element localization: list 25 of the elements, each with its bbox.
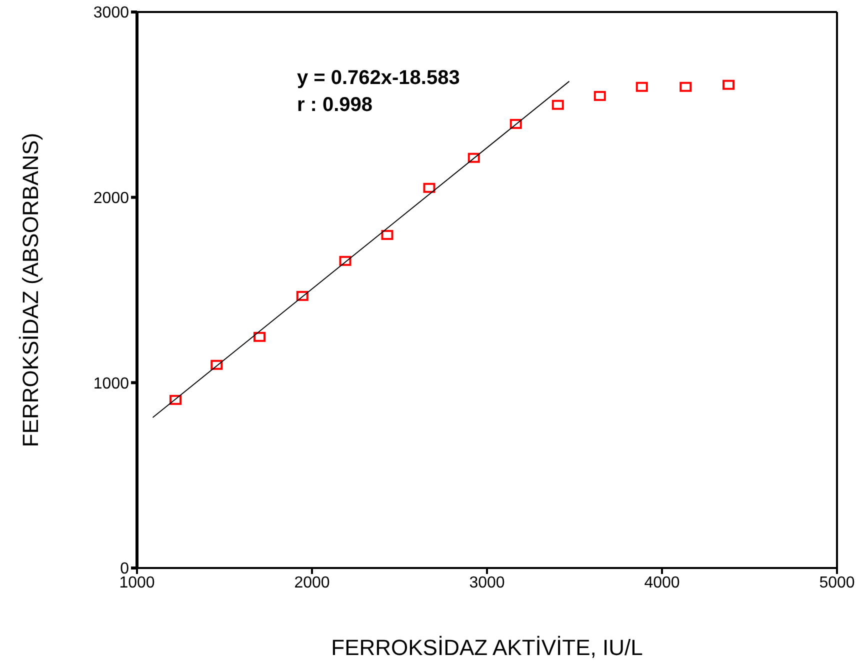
point: [170, 394, 182, 405]
point: [636, 82, 648, 92]
x-tick-label: 3000: [469, 574, 505, 592]
point: [210, 360, 223, 370]
annotation: r : 0.998: [296, 92, 374, 118]
point: [254, 332, 266, 342]
x-tick-label: 5000: [819, 574, 855, 592]
point: [510, 118, 522, 129]
x-tick-label: 4000: [644, 574, 680, 592]
y-axis-title: FERROKSİDAZ (ABSORBANS): [18, 132, 43, 448]
y-tick-label: 1000: [93, 375, 130, 392]
point: [680, 82, 692, 92]
annotation: y = 0.762x-18.583: [296, 66, 460, 91]
point: [339, 256, 352, 266]
point: [296, 290, 308, 301]
point: [594, 90, 606, 101]
y-tick-label: 2000: [93, 190, 130, 208]
y-tick-label: 3000: [93, 4, 130, 22]
point: [722, 80, 734, 90]
point: [552, 100, 564, 110]
point: [468, 152, 480, 163]
x-axis-title: FERROKSİDAZ AKTİVİTE, IU/L: [331, 635, 643, 660]
point: [423, 182, 436, 193]
x-tick-label: 2000: [294, 574, 330, 592]
point: [381, 230, 394, 240]
